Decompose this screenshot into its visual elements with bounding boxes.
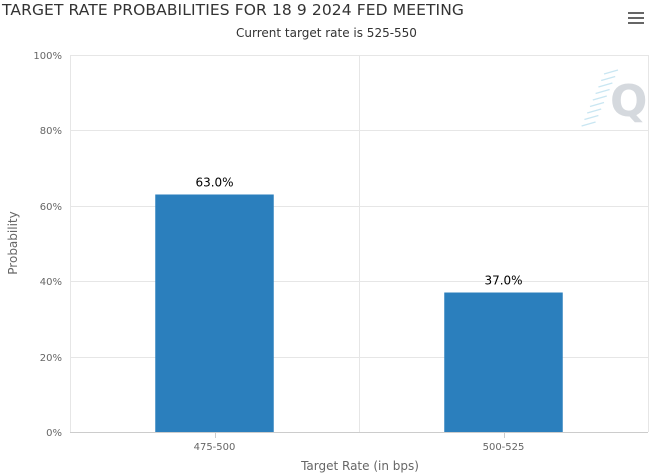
chart-title: TARGET RATE PROBABILITIES FOR 18 9 2024 … (2, 1, 465, 19)
watermark-line (581, 121, 596, 127)
watermark-line (603, 69, 619, 75)
watermark-line (587, 108, 602, 114)
data-labels: 63.0% 37.0% (195, 175, 522, 287)
watermark-line (595, 88, 610, 95)
y-axis-title: Probability (6, 211, 20, 274)
data-label: 37.0% (484, 274, 522, 288)
watermark-letter: Q (610, 76, 647, 127)
y-tick-label: 80% (40, 126, 62, 137)
bar-475-500[interactable] (155, 194, 274, 432)
chart-subtitle: Current target rate is 525-550 (236, 26, 417, 40)
y-tick-label: 20% (40, 353, 62, 364)
y-tick-label: 40% (40, 277, 62, 288)
axes: 0% 20% 40% 60% 80% 100% 475-500 500-525 (33, 51, 648, 453)
hamburger-menu-icon[interactable] (628, 10, 650, 28)
x-axis-title: Target Rate (in bps) (300, 459, 419, 473)
y-tick-label: 0% (46, 428, 62, 439)
bar-500-525[interactable] (444, 292, 563, 432)
quikstrike-logo-icon: Q (581, 69, 647, 127)
bars (155, 194, 563, 432)
x-tick-label: 475-500 (194, 442, 236, 453)
x-tick-label: 500-525 (483, 442, 525, 453)
y-tick-label: 60% (40, 202, 62, 213)
y-tick-label: 100% (33, 51, 62, 62)
watermark-line (601, 75, 616, 82)
watermark-line (598, 82, 613, 88)
data-label: 63.0% (195, 175, 233, 189)
watermark-line (584, 114, 599, 121)
watermark-line (592, 95, 607, 101)
watermark-line (589, 101, 605, 108)
